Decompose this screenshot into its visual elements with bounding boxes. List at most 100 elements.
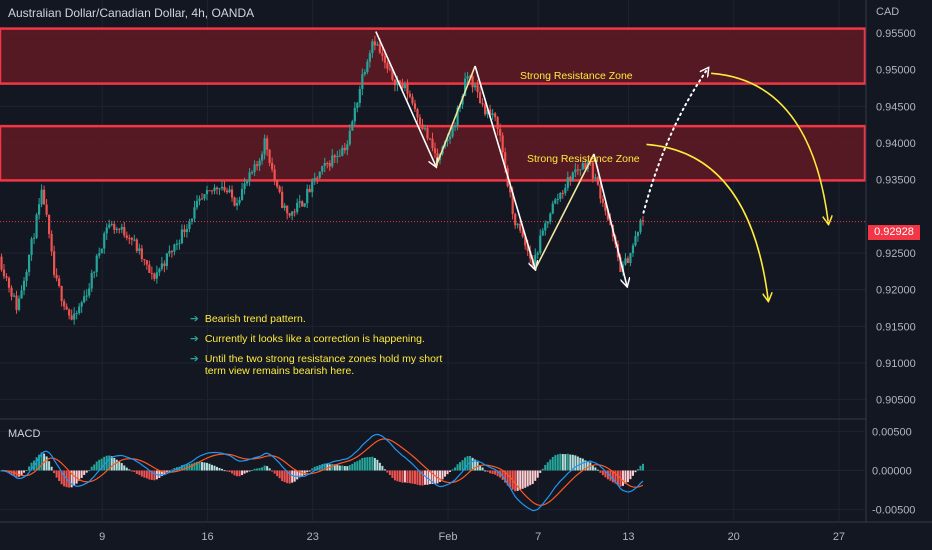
candle-body <box>258 160 261 166</box>
candle-body <box>321 166 324 172</box>
macd-histogram-bar <box>509 470 512 488</box>
macd-histogram-bar <box>271 470 274 472</box>
candle-body <box>228 189 231 193</box>
time-tick-label: 9 <box>99 531 105 543</box>
candle-body <box>145 260 148 265</box>
candle-body <box>368 53 371 62</box>
macd-histogram-bar <box>118 461 121 471</box>
macd-histogram-bar <box>338 465 341 471</box>
candle-body <box>301 201 304 207</box>
candle-body <box>273 169 276 181</box>
macd-histogram-bar <box>163 470 166 475</box>
macd-histogram-bar <box>331 463 334 471</box>
macd-histogram-bar <box>103 456 106 471</box>
candle-body <box>115 228 118 230</box>
candle-body <box>2 269 6 277</box>
candle-body <box>313 177 316 180</box>
note-1: ➔ Bearish trend pattern. <box>190 313 306 325</box>
macd-line <box>1 433 644 512</box>
zone-label-lower: Strong Resistance Zone <box>527 153 640 165</box>
macd-histogram-bar <box>286 470 289 484</box>
macd-histogram-bar <box>626 470 629 483</box>
candle-body <box>263 138 266 155</box>
candle-body <box>398 80 402 84</box>
candle-body <box>514 213 517 226</box>
macd-histogram-bar <box>536 470 539 478</box>
candle-body <box>524 236 527 246</box>
candle-body <box>554 199 557 204</box>
macd-histogram-bar <box>145 470 148 479</box>
macd-label[interactable]: MACD <box>8 428 41 440</box>
macd-histogram-bar <box>143 470 146 478</box>
candle-body <box>123 227 126 236</box>
macd-histogram-bar <box>531 470 534 484</box>
macd-histogram-bar <box>18 470 21 477</box>
candle-body <box>401 83 404 89</box>
macd-histogram-bar <box>524 470 527 488</box>
candle-body <box>328 163 331 167</box>
time-axis[interactable]: 9 16 23 Feb 7 13 20 27 <box>99 531 845 543</box>
macd-histogram-bar <box>459 462 462 471</box>
macd-histogram-bar <box>291 470 294 483</box>
candle-body <box>108 224 111 228</box>
candle-body <box>235 202 239 206</box>
macd-histogram-bar <box>170 469 173 471</box>
candle-body <box>248 172 251 182</box>
arrow-right-icon: ➔ <box>190 333 199 345</box>
price-tick-label: 0.92000 <box>876 285 916 297</box>
macd-histogram-bar <box>413 470 416 485</box>
macd-histogram-bar <box>634 470 637 473</box>
candle-body <box>383 56 386 63</box>
macd-histogram-bar <box>376 459 379 471</box>
candle-body <box>571 172 574 181</box>
candle-body <box>218 188 221 190</box>
candle-body <box>491 113 494 116</box>
macd-histogram-bar <box>591 465 594 471</box>
macd-histogram-bar <box>383 469 386 471</box>
macd-histogram-bar <box>288 470 291 484</box>
arrow-right-icon: ➔ <box>190 313 199 325</box>
macd-histogram-bar <box>213 465 216 471</box>
macd-histogram-bar <box>326 463 329 471</box>
price-tick-label: 0.92500 <box>876 248 916 260</box>
macd-histogram-bar <box>226 470 229 472</box>
candle-body <box>93 271 96 273</box>
candle-body <box>268 149 271 163</box>
macd-histogram-bar <box>534 470 537 481</box>
candle-body <box>271 162 274 170</box>
candle-body <box>188 221 191 229</box>
macd-histogram-bar <box>296 470 299 480</box>
price-axis[interactable]: 0.95500 0.95000 0.94500 0.94000 0.93500 0.925… <box>876 28 916 407</box>
macd-histogram-bar <box>479 465 482 471</box>
macd-histogram-bar <box>180 465 183 471</box>
macd-histogram-bar <box>45 456 48 471</box>
candle-body <box>546 221 549 224</box>
candle-body <box>170 251 173 253</box>
candle-body <box>43 189 46 205</box>
macd-histogram-bar <box>629 470 632 480</box>
macd-histogram-bar <box>639 465 642 471</box>
candle-body <box>110 224 113 226</box>
symbol-title[interactable]: Australian Dollar/Canadian Dollar, 4h, O… <box>8 6 255 20</box>
macd-histogram-bar <box>466 456 469 471</box>
macd-histogram-bar <box>381 465 384 471</box>
candle-body <box>473 85 477 88</box>
macd-histogram-bar <box>451 469 454 471</box>
price-tick-label: 0.94500 <box>876 101 916 113</box>
macd-histogram-bar <box>371 456 374 471</box>
candle-body <box>58 278 61 287</box>
candle-body <box>303 203 306 207</box>
candle-body <box>376 44 379 46</box>
candle-body <box>205 190 209 195</box>
candle-body <box>25 271 28 281</box>
candle-body <box>388 68 392 70</box>
candle-body <box>521 230 524 237</box>
macd-histogram-bar <box>205 462 208 471</box>
macd-histogram-bar <box>55 470 58 478</box>
macd-histogram-bar <box>251 469 254 471</box>
macd-histogram-bar <box>228 470 231 473</box>
macd-histogram-bar <box>464 457 467 471</box>
candle-body <box>489 109 492 116</box>
macd-histogram-bar <box>263 465 266 471</box>
